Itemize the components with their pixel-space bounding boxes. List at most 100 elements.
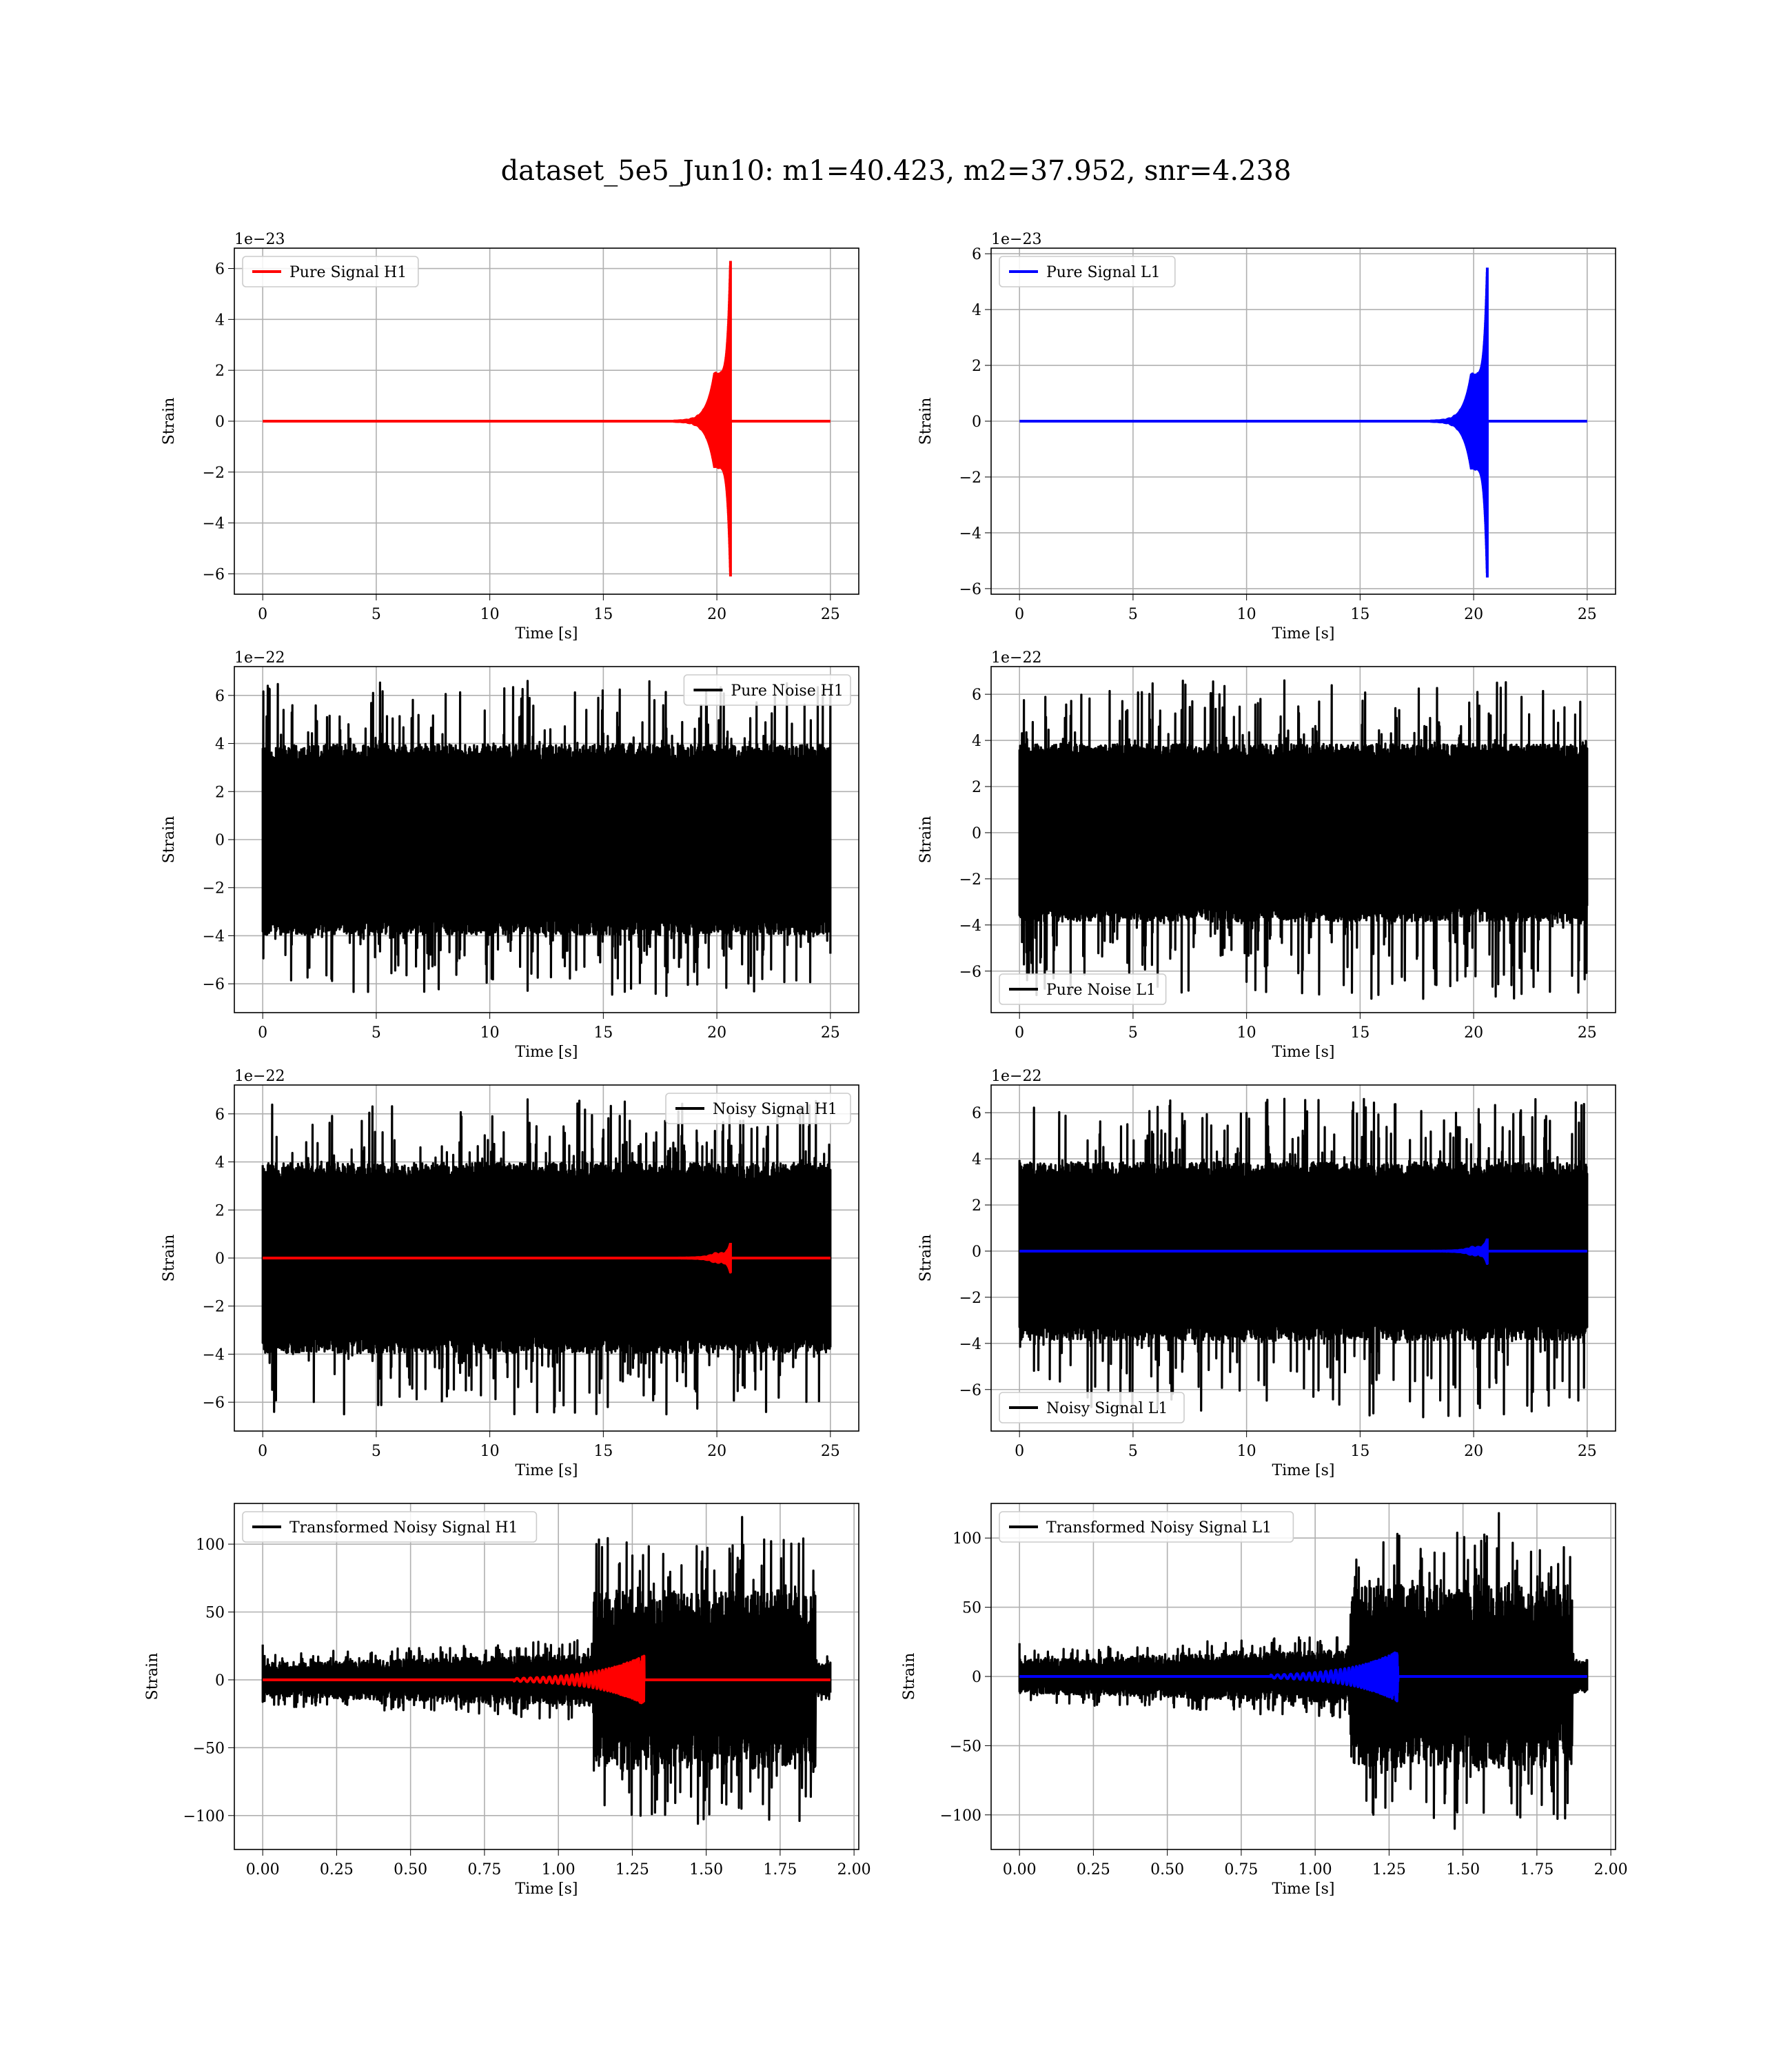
series-line-pure-noise-h1 bbox=[261, 680, 832, 997]
y-tick-label: 4 bbox=[215, 736, 225, 753]
axes-frame bbox=[234, 1503, 859, 1850]
y-tick-label: −6 bbox=[203, 566, 225, 583]
legend-box bbox=[242, 256, 419, 287]
y-tick-label: −6 bbox=[203, 1395, 225, 1412]
x-tick-label: 25 bbox=[1578, 606, 1597, 623]
x-tick-label: 15 bbox=[593, 1024, 613, 1042]
y-tick-label: −4 bbox=[203, 1346, 225, 1364]
plot-area bbox=[261, 261, 832, 577]
x-tick-label: 0 bbox=[1015, 1024, 1024, 1042]
legend: Pure Noise L1 bbox=[999, 973, 1167, 1005]
y-tick-label: 0 bbox=[972, 1669, 981, 1686]
y-tick-label: −2 bbox=[203, 465, 225, 482]
y-tick-label: −2 bbox=[959, 1290, 981, 1307]
x-tick-label: 10 bbox=[480, 1443, 500, 1460]
x-axis-label: Time [s] bbox=[515, 1044, 578, 1061]
y-tick-label: 2 bbox=[215, 1202, 225, 1219]
x-tick-label: 25 bbox=[1578, 1024, 1597, 1042]
series-line-pure-noise-l1 bbox=[1018, 679, 1589, 1000]
legend-label: Transformed Noisy Signal L1 bbox=[1046, 1519, 1272, 1537]
y-tick-label: −4 bbox=[959, 1336, 981, 1353]
y-tick-label: 0 bbox=[215, 1250, 225, 1268]
x-tick-label: 5 bbox=[371, 1443, 381, 1460]
y-tick-label: −50 bbox=[193, 1740, 225, 1757]
offset-text: 1e−23 bbox=[991, 231, 1041, 248]
y-tick-label: −100 bbox=[940, 1807, 981, 1825]
y-tick-label: −50 bbox=[950, 1738, 981, 1755]
y-tick-label: −6 bbox=[959, 581, 981, 598]
y-tick-label: −2 bbox=[959, 871, 981, 889]
y-tick-label: 6 bbox=[972, 1105, 981, 1122]
x-tick-label: 5 bbox=[1128, 1024, 1138, 1042]
x-tick-label: 0.50 bbox=[1150, 1861, 1184, 1878]
subplot-pure-signal-l1: 0 5 10 15 20 25 −6 −4 −2 0 2 4 6 Time [s] Strain 1e−23 P… bbox=[917, 231, 1616, 642]
offset-text: 1e−22 bbox=[991, 649, 1041, 667]
x-axis-label: Time [s] bbox=[1272, 1044, 1334, 1061]
y-axis-label: Strain bbox=[161, 816, 178, 864]
offset-text: 1e−22 bbox=[234, 1068, 285, 1085]
y-tick-label: 0 bbox=[215, 1672, 225, 1690]
subplot-pure-signal-h1: 0 5 10 15 20 25 −6 −4 −2 0 2 4 6 Time [s] Strain 1e−23P… bbox=[161, 231, 859, 642]
y-tick-label: 0 bbox=[215, 832, 225, 849]
y-tick-label: 100 bbox=[953, 1530, 981, 1548]
y-tick-label: 4 bbox=[972, 302, 981, 319]
plot-area bbox=[261, 1516, 832, 1825]
y-tick-label: 2 bbox=[972, 779, 981, 796]
subplot-noisy-signal-l1: 0 5 10 15 20 25 −6 −4 −2 0 2 4 6 Time [s] Strain 1e−22 N… bbox=[917, 1068, 1616, 1479]
x-tick-label: 0 bbox=[1015, 606, 1024, 623]
x-tick-label: 10 bbox=[480, 606, 500, 623]
subplot-transformed-h1: 0.00 0.25 0.50 0.75 1.00 1.25 1.50 1.75 2.00 −100… bbox=[144, 1503, 871, 1898]
y-tick-label: 0 bbox=[972, 1244, 981, 1261]
legend-label: Noisy Signal L1 bbox=[1046, 1400, 1168, 1417]
y-tick-label: −4 bbox=[959, 918, 981, 935]
legend-label: Pure Signal L1 bbox=[1046, 264, 1161, 281]
x-tick-label: 0.25 bbox=[1077, 1861, 1110, 1878]
series-line-pure-signal-h1 bbox=[261, 261, 832, 577]
offset-text: 1e−22 bbox=[234, 649, 285, 667]
y-tick-label: 0 bbox=[972, 414, 981, 431]
y-tick-label: 100 bbox=[196, 1537, 225, 1554]
y-axis-label: Strain bbox=[917, 816, 935, 864]
x-tick-label: 0.75 bbox=[467, 1861, 501, 1878]
x-tick-label: 5 bbox=[371, 1024, 381, 1042]
legend-box bbox=[665, 1093, 851, 1124]
x-tick-label: 1.50 bbox=[1446, 1861, 1480, 1878]
x-tick-label: 15 bbox=[593, 1443, 613, 1460]
y-tick-label: 4 bbox=[215, 312, 225, 329]
x-tick-label: 5 bbox=[1128, 1443, 1138, 1460]
legend-box bbox=[683, 674, 851, 706]
series-line-noisy-signal-l1 bbox=[1018, 1097, 1589, 1419]
series-line-signal-overlay bbox=[1018, 1238, 1589, 1265]
plot-area bbox=[261, 680, 832, 997]
y-tick-label: 2 bbox=[972, 1197, 981, 1215]
offset-text: 1e−22 bbox=[991, 1068, 1041, 1085]
y-tick-label: 0 bbox=[215, 414, 225, 431]
y-tick-label: 50 bbox=[962, 1600, 981, 1617]
y-axis-label: Strain bbox=[917, 398, 935, 445]
figure-title: dataset_5e5_Jun10: m1=40.423, m2=37.952,… bbox=[500, 155, 1292, 187]
x-tick-label: 0 bbox=[258, 1024, 267, 1042]
y-tick-label: −6 bbox=[959, 1382, 981, 1399]
y-axis-label: Strain bbox=[144, 1653, 161, 1701]
x-tick-label: 1.00 bbox=[542, 1861, 576, 1878]
legend-box bbox=[999, 973, 1167, 1005]
x-tick-label: 10 bbox=[1237, 606, 1256, 623]
y-tick-label: 6 bbox=[215, 1106, 225, 1124]
x-tick-label: 0.75 bbox=[1224, 1861, 1258, 1878]
x-tick-label: 1.00 bbox=[1299, 1861, 1332, 1878]
y-tick-label: −6 bbox=[959, 964, 981, 981]
x-tick-label: 0.25 bbox=[320, 1861, 354, 1878]
y-tick-label: 4 bbox=[972, 1151, 981, 1168]
subplot-transformed-l1: 0.00 0.25 0.50 0.75 1.00 1.25 1.50 1.75 2.00 −100… bbox=[901, 1503, 1628, 1898]
plot-area bbox=[261, 1098, 832, 1416]
y-tick-label: −2 bbox=[203, 880, 225, 898]
axes-frame bbox=[990, 1084, 1616, 1432]
legend-box bbox=[999, 1511, 1294, 1543]
legend-label: Transformed Noisy Signal H1 bbox=[289, 1519, 518, 1537]
y-tick-label: 4 bbox=[215, 1155, 225, 1172]
y-tick-label: 6 bbox=[215, 261, 225, 278]
x-tick-label: 20 bbox=[707, 1024, 726, 1042]
legend-label: Pure Noise L1 bbox=[1046, 982, 1156, 999]
